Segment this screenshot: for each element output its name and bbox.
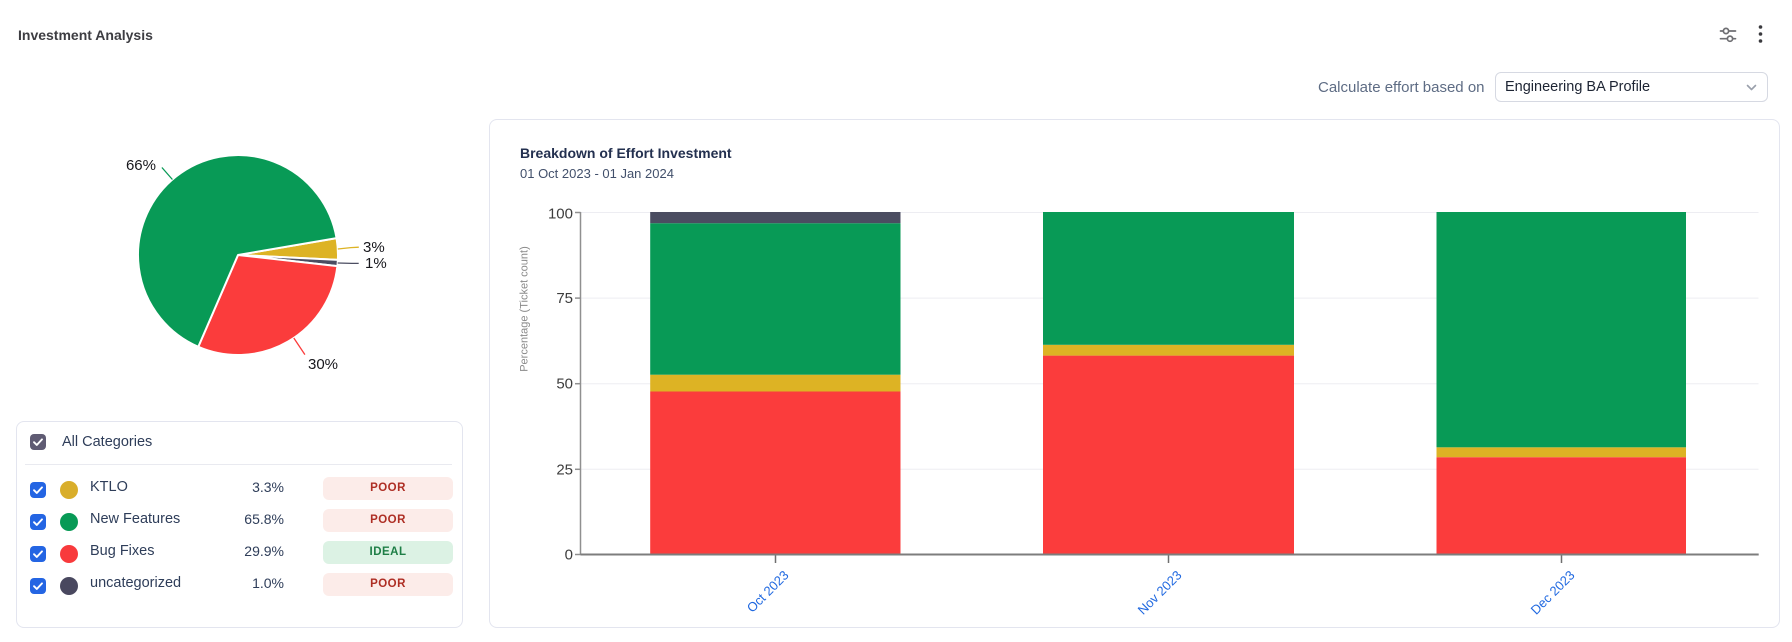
svg-text:Percentage (Ticket count): Percentage (Ticket count)	[519, 246, 531, 372]
svg-text:1%: 1%	[365, 255, 387, 272]
svg-text:25: 25	[556, 461, 573, 478]
svg-text:Oct 2023: Oct 2023	[744, 568, 792, 616]
svg-text:66%: 66%	[126, 157, 156, 174]
svg-text:30%: 30%	[308, 356, 338, 373]
svg-text:3%: 3%	[363, 239, 385, 256]
svg-text:Nov 2023: Nov 2023	[1135, 568, 1185, 618]
svg-text:Dec 2023: Dec 2023	[1528, 568, 1578, 618]
svg-text:50: 50	[556, 376, 573, 393]
svg-text:100: 100	[548, 206, 573, 223]
svg-text:75: 75	[556, 290, 573, 307]
svg-text:0: 0	[565, 547, 573, 564]
